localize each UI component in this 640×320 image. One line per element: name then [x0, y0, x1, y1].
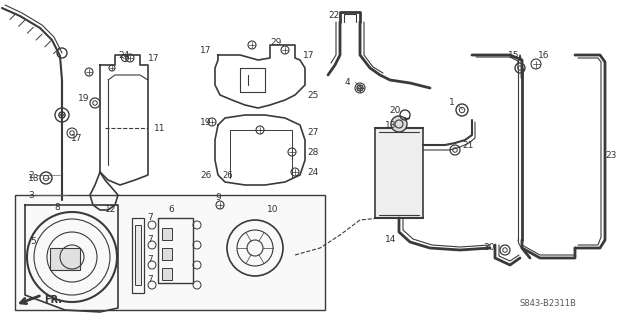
Text: 2: 2	[28, 171, 34, 180]
Text: 29: 29	[270, 37, 282, 46]
Circle shape	[391, 116, 407, 132]
Text: 18: 18	[28, 173, 40, 182]
Text: 22: 22	[328, 11, 339, 20]
Text: 6: 6	[168, 205, 173, 214]
Bar	[162, 248, 172, 260]
Text: FR.: FR.	[44, 295, 62, 305]
Text: 11: 11	[154, 124, 166, 132]
Text: 26: 26	[222, 171, 232, 180]
Text: 7: 7	[147, 213, 153, 222]
Text: 25: 25	[307, 91, 318, 100]
Bar	[135, 225, 141, 285]
Text: 17: 17	[303, 51, 314, 60]
Bar	[50, 248, 80, 270]
Bar	[158, 218, 193, 283]
Bar	[132, 218, 144, 293]
Text: 3: 3	[28, 190, 34, 199]
Text: 13: 13	[385, 121, 397, 130]
Text: 4: 4	[345, 77, 351, 86]
Text: 17: 17	[71, 133, 83, 142]
Text: 26: 26	[200, 171, 211, 180]
Text: 19: 19	[78, 93, 90, 102]
Text: 7: 7	[147, 236, 153, 244]
Text: 7: 7	[147, 276, 153, 284]
Text: 19: 19	[200, 117, 211, 126]
Text: 24: 24	[307, 167, 318, 177]
Text: 1: 1	[449, 98, 455, 107]
Text: 28: 28	[307, 148, 318, 156]
Text: 5: 5	[30, 237, 36, 246]
Text: 10: 10	[267, 205, 278, 214]
Text: 27: 27	[307, 127, 318, 137]
Bar	[162, 268, 172, 280]
Text: 16: 16	[538, 51, 550, 60]
Text: 17: 17	[200, 45, 211, 54]
Bar	[15, 195, 325, 310]
Text: 7: 7	[147, 255, 153, 265]
Bar	[162, 228, 172, 240]
Text: 8: 8	[54, 204, 60, 212]
Text: 30: 30	[483, 244, 495, 252]
Text: 20: 20	[389, 106, 401, 115]
Text: 21: 21	[462, 140, 474, 149]
Text: 17: 17	[148, 53, 159, 62]
Text: 24: 24	[118, 51, 129, 60]
Text: 14: 14	[385, 236, 396, 244]
Text: 12: 12	[105, 205, 116, 214]
Text: 15: 15	[508, 51, 520, 60]
Text: S843-B2311B: S843-B2311B	[520, 299, 577, 308]
Text: 23: 23	[605, 150, 616, 159]
Bar	[375, 128, 423, 218]
Text: 9: 9	[215, 194, 221, 203]
